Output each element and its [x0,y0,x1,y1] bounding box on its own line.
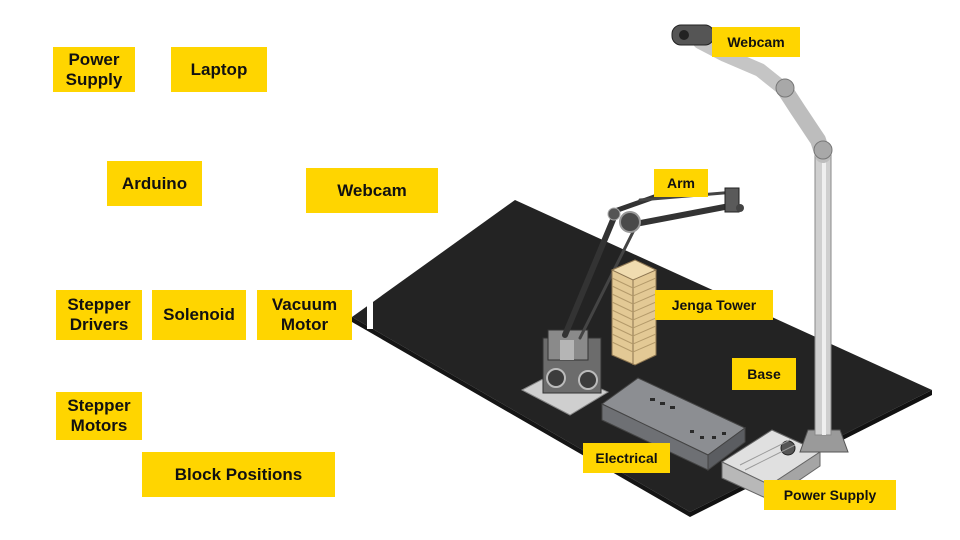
callout-arm: Arm [654,169,708,197]
electrical-enclosure [601,377,746,472]
webcam-pole [671,24,849,453]
arm-base [542,329,602,394]
label-stepper-motors: Stepper Motors [56,392,142,440]
label-arduino: Arduino [107,161,202,206]
power-supply-unit [720,429,822,501]
label-block-positions: Block Positions [142,452,335,497]
callout-power-supply: Power Supply [764,480,896,510]
label-power-supply: Power Supply [53,47,135,92]
jenga-tower [610,259,658,366]
callout-webcam: Webcam [712,27,800,57]
webcam-device [671,24,715,46]
callout-electrical: Electrical [583,443,670,473]
label-solenoid: Solenoid [152,290,246,340]
callout-jenga-tower: Jenga Tower [655,290,773,320]
label-laptop: Laptop [171,47,267,92]
label-webcam: Webcam [306,168,438,213]
label-vacuum-motor: Vacuum Motor [257,290,352,340]
label-stepper-drivers: Stepper Drivers [56,290,142,340]
robot-arm [562,187,744,340]
callout-base: Base [732,358,796,390]
